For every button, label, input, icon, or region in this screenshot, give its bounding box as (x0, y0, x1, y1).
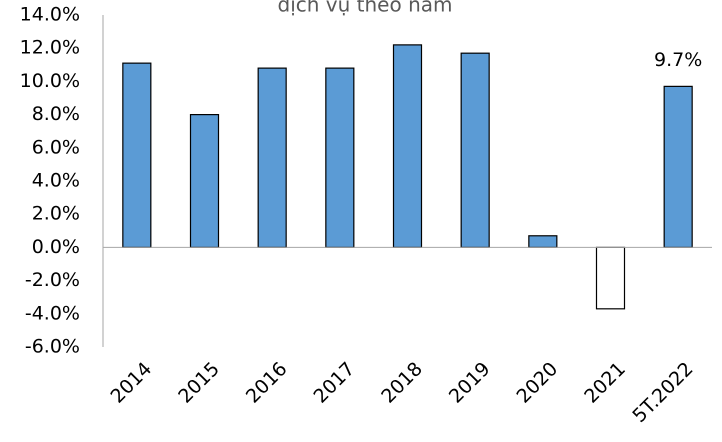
bar (528, 235, 558, 248)
bar (460, 52, 490, 249)
y-tick-label: 14.0% (20, 4, 80, 26)
x-tick-label: 2018 (377, 358, 427, 408)
x-tick-label: 2019 (445, 358, 495, 408)
x-tick-label: 2015 (174, 358, 224, 408)
x-tick-label: 2014 (107, 358, 157, 408)
bar (257, 67, 287, 249)
x-tick-label: 5T.2022 (628, 358, 697, 427)
bar (392, 44, 423, 249)
y-tick-label: 8.0% (32, 103, 80, 125)
y-tick-label: -6.0% (25, 336, 80, 358)
bar (325, 67, 355, 249)
y-tick-label: 12.0% (20, 37, 80, 59)
y-tick-label: -4.0% (25, 302, 80, 324)
y-tick-label: 4.0% (32, 170, 80, 192)
y-tick-label: -2.0% (25, 269, 80, 291)
y-tick-label: 0.0% (32, 236, 80, 258)
bar (122, 62, 152, 248)
data-label: 9.7% (654, 49, 702, 71)
x-tick-label: 2017 (310, 358, 360, 408)
bar (663, 85, 693, 249)
bar (189, 113, 220, 249)
x-tick-label: 2020 (513, 358, 563, 408)
chart-title: dịch vụ theo năm (278, 0, 453, 17)
y-tick-label: 10.0% (20, 70, 80, 92)
x-tick-label: 2016 (242, 358, 292, 408)
y-tick-label: 6.0% (32, 136, 80, 158)
x-tick-label: 2021 (580, 358, 630, 408)
y-tick-label: 2.0% (32, 203, 80, 225)
bar (595, 246, 626, 310)
